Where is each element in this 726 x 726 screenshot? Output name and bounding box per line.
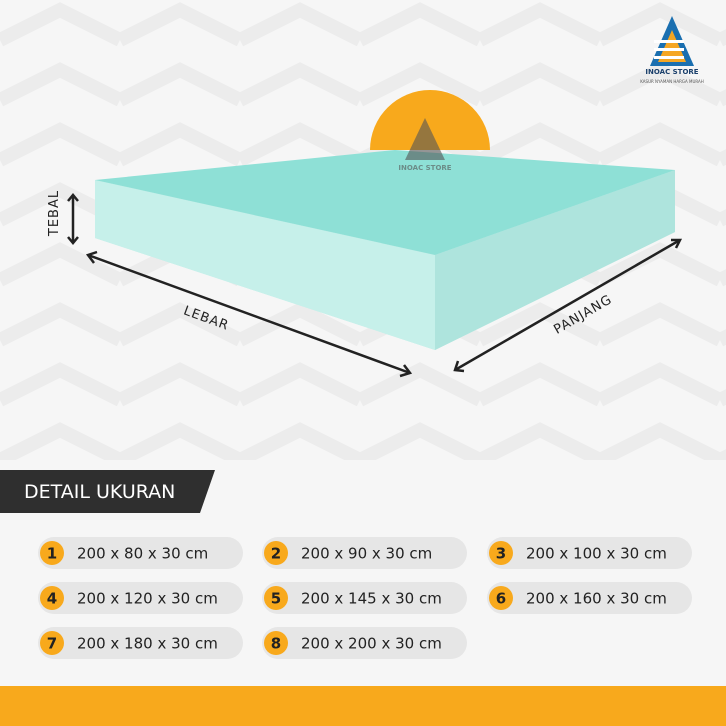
item-size: 200 x 100 x 30 cm: [526, 545, 667, 563]
size-pill: [38, 582, 243, 614]
number-badge: [489, 541, 513, 565]
item-number: 1: [47, 545, 57, 563]
item-number: 4: [47, 590, 57, 608]
size-pill: [487, 582, 692, 614]
size-pill: [262, 582, 467, 614]
item-number: 5: [271, 590, 281, 608]
size-pill: [262, 537, 467, 569]
number-badge: [40, 541, 64, 565]
number-badge: [264, 541, 288, 565]
heading: DETAIL UKURAN: [24, 481, 175, 503]
logo-tagline: KASUR NYAMAN HARGA MURAH: [640, 79, 704, 84]
number-badge: [489, 586, 513, 610]
watermark-name: INOAC STORE: [398, 164, 451, 172]
item-size: 200 x 80 x 30 cm: [77, 545, 208, 563]
size-pill: [487, 537, 692, 569]
item-size: 200 x 120 x 30 cm: [77, 590, 218, 608]
logo-name: INOAC STORE: [645, 68, 698, 76]
item-size: 200 x 145 x 30 cm: [301, 590, 442, 608]
size-list: 1 200 x 80 x 30 cm 2 200 x 90 x 30 cm 3 200 x…: [38, 537, 692, 659]
item-number: 3: [496, 545, 506, 563]
mattress: INOAC STORE: [95, 118, 675, 350]
item-size: 200 x 200 x 30 cm: [301, 635, 442, 653]
number-badge: [264, 631, 288, 655]
item-size: 200 x 160 x 30 cm: [526, 590, 667, 608]
item-size: 200 x 90 x 30 cm: [301, 545, 432, 563]
size-pill: [262, 627, 467, 659]
heading-banner: [0, 470, 215, 513]
item-number: 7: [47, 635, 57, 653]
number-badge: [40, 631, 64, 655]
dimension-arrows: [67, 193, 683, 378]
size-pill: [38, 627, 243, 659]
item-number: 2: [271, 545, 281, 563]
size-pill: [38, 537, 243, 569]
footer-bar: [0, 686, 726, 726]
thickness-label: TEBAL: [47, 190, 62, 237]
item-size: 200 x 180 x 30 cm: [77, 635, 218, 653]
number-badge: [264, 586, 288, 610]
number-badge: [40, 586, 64, 610]
sun: [370, 90, 490, 150]
item-number: 6: [496, 590, 506, 608]
item-number: 8: [271, 635, 281, 653]
logo: INOAC STORE KASUR NYAMAN HARGA MURAH: [640, 16, 704, 84]
